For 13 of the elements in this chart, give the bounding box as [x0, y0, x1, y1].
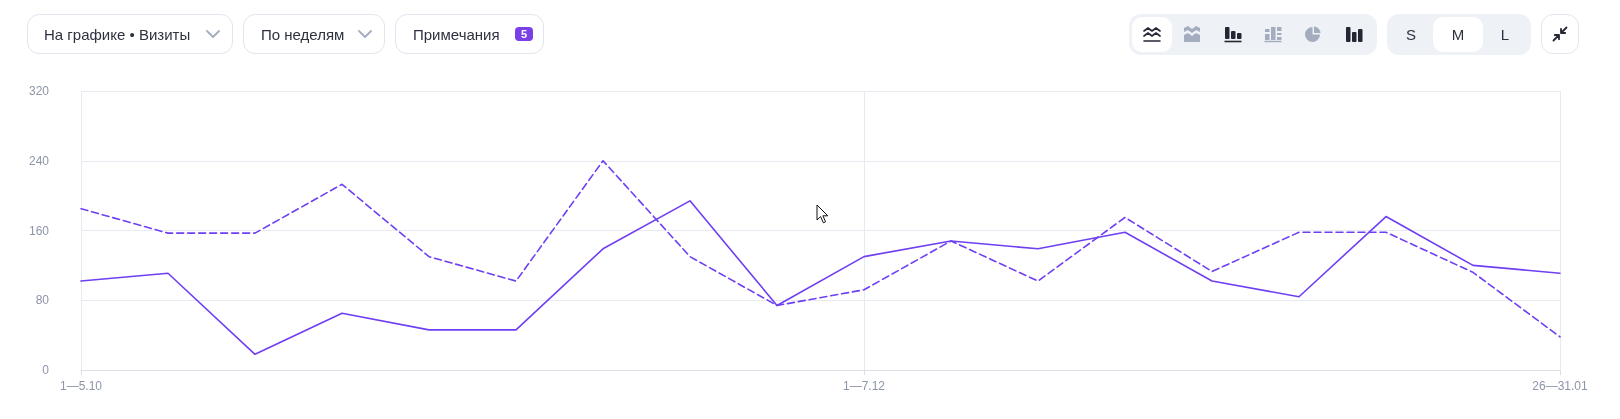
dropdown-button: На графике • Визиты: [27, 14, 233, 54]
y-tick-label: 320: [28, 84, 50, 98]
y-tick-label: 160: [28, 223, 50, 238]
y-tick-label: 0: [42, 363, 50, 377]
x-tick-label: 1—5.10: [59, 379, 103, 393]
count-badge: 5: [515, 27, 533, 41]
y-tick-label: 240: [28, 153, 50, 168]
y-tick-label: 80: [35, 293, 50, 308]
dropdown-button: По неделям: [243, 14, 385, 54]
x-tick-label: 1—7.12: [842, 379, 886, 393]
segmented-control: S M L: [1387, 14, 1531, 55]
x-tick-label: 26—31.01: [1532, 379, 1589, 393]
button: Примечания 5: [395, 14, 544, 54]
